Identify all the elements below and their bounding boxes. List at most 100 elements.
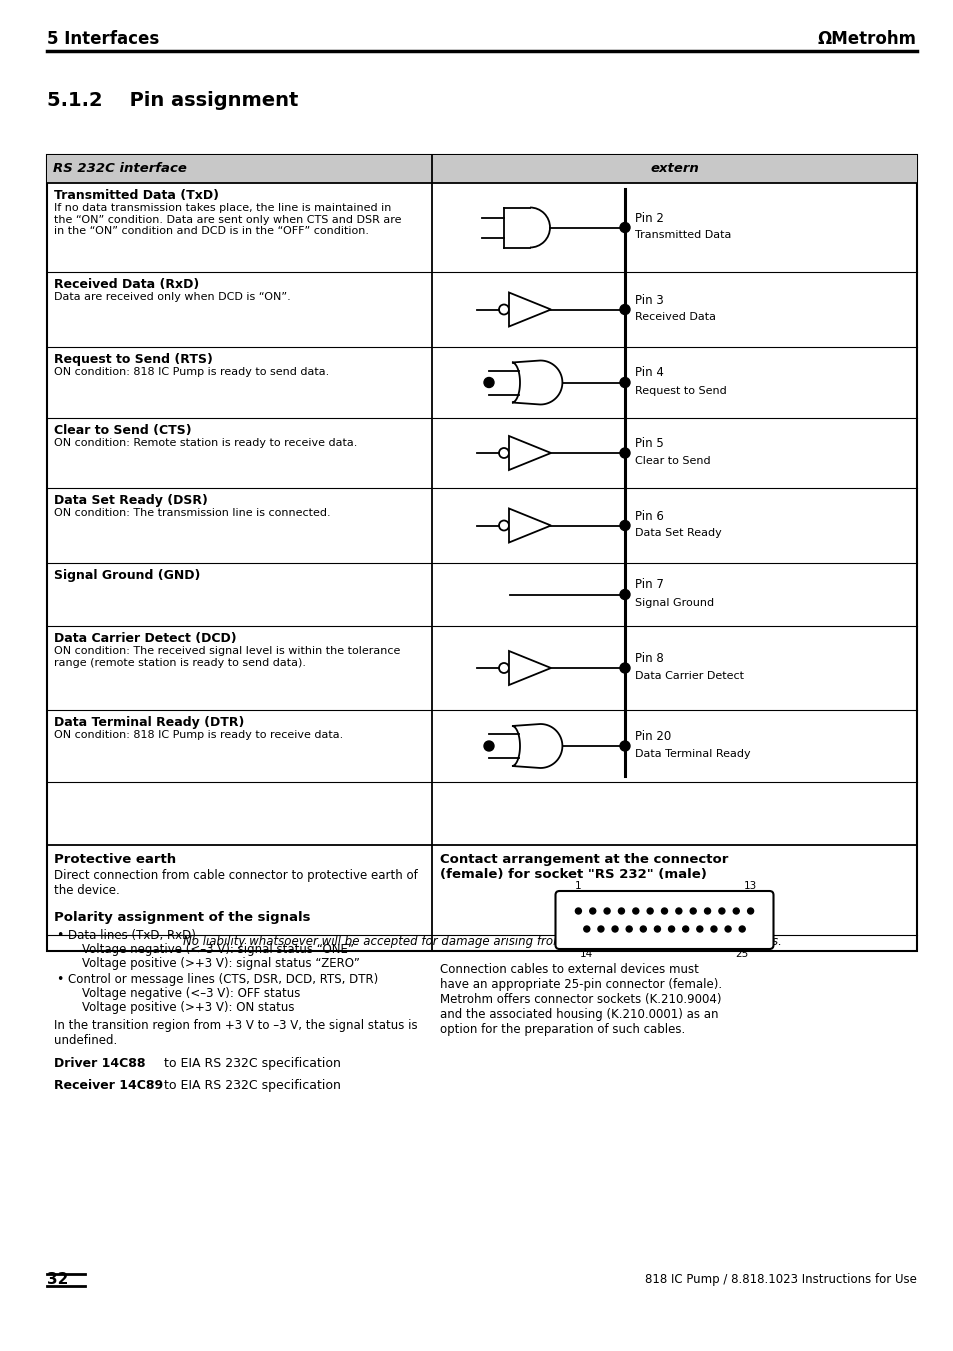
Circle shape xyxy=(739,925,744,932)
Text: 14: 14 xyxy=(579,948,593,959)
Text: Request to Send (RTS): Request to Send (RTS) xyxy=(54,353,213,366)
Polygon shape xyxy=(509,508,551,543)
Text: Pin 6: Pin 6 xyxy=(635,509,663,523)
Circle shape xyxy=(619,377,629,388)
Text: Protective earth: Protective earth xyxy=(54,852,176,866)
Text: ΩMetrohm: ΩMetrohm xyxy=(817,30,916,49)
Text: Data Terminal Ready: Data Terminal Ready xyxy=(635,748,750,759)
Circle shape xyxy=(603,908,610,915)
Circle shape xyxy=(619,589,629,600)
Text: Clear to Send (CTS): Clear to Send (CTS) xyxy=(54,424,192,436)
Text: Clear to Send: Clear to Send xyxy=(635,457,710,466)
Text: Signal Ground (GND): Signal Ground (GND) xyxy=(54,569,200,582)
Circle shape xyxy=(654,925,659,932)
Circle shape xyxy=(483,377,494,388)
Text: Voltage negative (<–3 V): signal status “ONE”: Voltage negative (<–3 V): signal status … xyxy=(82,943,354,957)
Text: Data Set Ready (DSR): Data Set Ready (DSR) xyxy=(54,494,208,507)
Text: 1: 1 xyxy=(575,881,581,892)
Circle shape xyxy=(498,520,509,531)
Text: Direct connection from cable connector to protective earth of
the device.: Direct connection from cable connector t… xyxy=(54,869,417,897)
Text: Voltage negative (<–3 V): OFF status: Voltage negative (<–3 V): OFF status xyxy=(82,988,300,1000)
Circle shape xyxy=(660,908,667,915)
Text: ON condition: 818 IC Pump is ready to receive data.: ON condition: 818 IC Pump is ready to re… xyxy=(54,730,343,740)
Text: In the transition region from +3 V to –3 V, the signal status is
undefined.: In the transition region from +3 V to –3… xyxy=(54,1019,417,1047)
Text: Control or message lines (CTS, DSR, DCD, RTS, DTR): Control or message lines (CTS, DSR, DCD,… xyxy=(68,973,377,986)
Text: RS 232C interface: RS 232C interface xyxy=(53,162,187,176)
Bar xyxy=(432,155,916,182)
Text: Voltage positive (>+3 V): signal status “ZERO”: Voltage positive (>+3 V): signal status … xyxy=(82,957,359,970)
Text: Pin 3: Pin 3 xyxy=(635,293,663,307)
Text: ON condition: Remote station is ready to receive data.: ON condition: Remote station is ready to… xyxy=(54,438,357,449)
Text: Received Data: Received Data xyxy=(635,312,716,323)
Text: •: • xyxy=(56,929,63,942)
Text: 13: 13 xyxy=(743,881,757,892)
Text: Voltage positive (>+3 V): ON status: Voltage positive (>+3 V): ON status xyxy=(82,1001,294,1015)
Text: Transmitted Data (TxD): Transmitted Data (TxD) xyxy=(54,189,219,203)
Bar xyxy=(47,155,916,951)
Text: Data Carrier Detect (DCD): Data Carrier Detect (DCD) xyxy=(54,632,236,644)
Text: 5.1.2    Pin assignment: 5.1.2 Pin assignment xyxy=(47,91,298,109)
Circle shape xyxy=(583,925,589,932)
Circle shape xyxy=(618,908,624,915)
Text: ON condition: The transmission line is connected.: ON condition: The transmission line is c… xyxy=(54,508,331,517)
Circle shape xyxy=(668,925,674,932)
Text: Polarity assignment of the signals: Polarity assignment of the signals xyxy=(54,911,310,924)
Text: No liability whatsoever will be accepted for damage arising from the improper co: No liability whatsoever will be accepted… xyxy=(182,935,781,947)
Text: Connection cables to external devices must
have an appropriate 25-pin connector : Connection cables to external devices mu… xyxy=(439,963,721,1036)
Text: ON condition: The received signal level is within the tolerance
range (remote st: ON condition: The received signal level … xyxy=(54,646,400,667)
Text: Pin 20: Pin 20 xyxy=(635,730,671,743)
Circle shape xyxy=(619,520,629,531)
Text: •: • xyxy=(56,973,63,986)
Bar xyxy=(47,155,432,182)
Circle shape xyxy=(619,740,629,751)
Text: Pin 2: Pin 2 xyxy=(635,212,663,224)
Circle shape xyxy=(704,908,710,915)
Text: Receiver 14C89: Receiver 14C89 xyxy=(54,1079,163,1092)
Circle shape xyxy=(498,663,509,673)
Circle shape xyxy=(625,925,632,932)
Circle shape xyxy=(696,925,702,932)
Circle shape xyxy=(710,925,717,932)
Circle shape xyxy=(619,223,629,232)
Polygon shape xyxy=(509,651,551,685)
Circle shape xyxy=(498,304,509,315)
Circle shape xyxy=(619,304,629,315)
Polygon shape xyxy=(512,724,561,767)
Text: Data are received only when DCD is “ON”.: Data are received only when DCD is “ON”. xyxy=(54,292,291,303)
Text: 5 Interfaces: 5 Interfaces xyxy=(47,30,159,49)
Circle shape xyxy=(598,925,603,932)
Circle shape xyxy=(575,908,580,915)
Circle shape xyxy=(619,663,629,673)
Text: 25: 25 xyxy=(735,948,748,959)
Text: extern: extern xyxy=(649,162,699,176)
Circle shape xyxy=(733,908,739,915)
Polygon shape xyxy=(509,436,551,470)
Text: Transmitted Data: Transmitted Data xyxy=(635,231,731,240)
Text: Data Terminal Ready (DTR): Data Terminal Ready (DTR) xyxy=(54,716,244,730)
Text: to EIA RS 232C specification: to EIA RS 232C specification xyxy=(164,1056,340,1070)
Text: ON condition: 818 IC Pump is ready to send data.: ON condition: 818 IC Pump is ready to se… xyxy=(54,367,329,377)
Circle shape xyxy=(632,908,639,915)
Polygon shape xyxy=(512,361,561,404)
Circle shape xyxy=(724,925,730,932)
Circle shape xyxy=(675,908,681,915)
Circle shape xyxy=(589,908,595,915)
Circle shape xyxy=(483,740,494,751)
Circle shape xyxy=(682,925,688,932)
Circle shape xyxy=(639,925,645,932)
Text: 32: 32 xyxy=(47,1273,69,1288)
Text: Contact arrangement at the connector
(female) for socket "RS 232" (male): Contact arrangement at the connector (fe… xyxy=(439,852,727,881)
Text: Received Data (RxD): Received Data (RxD) xyxy=(54,278,199,290)
Text: Data Set Ready: Data Set Ready xyxy=(635,528,721,539)
Text: Pin 8: Pin 8 xyxy=(635,653,663,665)
Text: Pin 5: Pin 5 xyxy=(635,436,663,450)
Circle shape xyxy=(612,925,618,932)
Polygon shape xyxy=(509,293,551,327)
Circle shape xyxy=(619,449,629,458)
Text: Signal Ground: Signal Ground xyxy=(635,597,714,608)
Circle shape xyxy=(689,908,696,915)
Text: Pin 7: Pin 7 xyxy=(635,578,663,592)
Text: Data lines (TxD, RxD): Data lines (TxD, RxD) xyxy=(68,929,195,942)
Text: Pin 4: Pin 4 xyxy=(635,366,663,380)
Text: Data Carrier Detect: Data Carrier Detect xyxy=(635,671,743,681)
